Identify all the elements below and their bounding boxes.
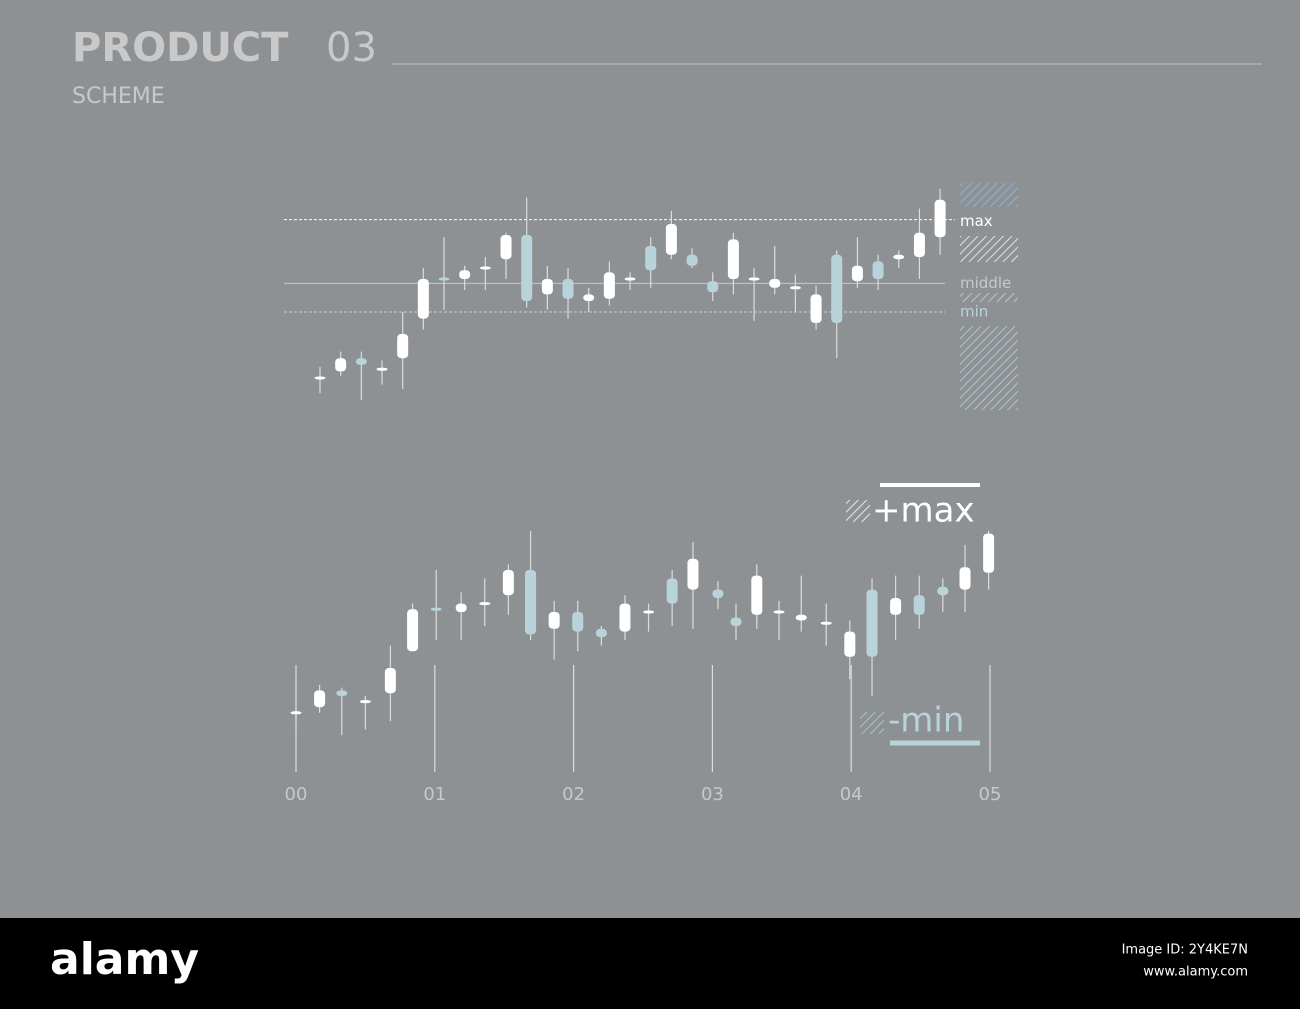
candle-body <box>645 246 657 271</box>
hatch-box <box>846 500 870 522</box>
candle-body <box>314 376 326 380</box>
candle-body <box>730 617 742 626</box>
candle-body <box>525 570 537 635</box>
footer-url: www.alamy.com <box>1143 965 1248 980</box>
candle-body <box>521 235 533 301</box>
reference-label: min <box>960 303 988 321</box>
candle-body <box>336 690 348 696</box>
candle-body <box>562 279 574 299</box>
candle-body <box>359 700 371 704</box>
candle-body <box>417 279 429 319</box>
candle-body <box>666 578 678 604</box>
candle-body <box>712 589 724 598</box>
reference-label: middle <box>960 274 1011 292</box>
candle-body <box>624 277 636 281</box>
candle-body <box>934 199 946 238</box>
candle-body <box>769 279 781 288</box>
candle-body <box>397 334 409 359</box>
x-tick-label: 00 <box>285 784 308 805</box>
annotation: -min <box>888 701 964 741</box>
candle-body <box>687 558 699 590</box>
candle-body <box>459 270 471 279</box>
candle-body <box>959 567 971 590</box>
candle-body <box>727 239 739 279</box>
annotation: +max <box>872 491 975 531</box>
candle-body <box>937 586 949 596</box>
candle-body <box>983 533 995 573</box>
candle-body <box>376 367 388 371</box>
candle-body <box>619 603 631 632</box>
candle-body <box>707 281 719 293</box>
footer-id: Image ID: 2Y4KE7N <box>1122 943 1248 958</box>
footer-band <box>0 918 1300 1009</box>
hatch-box <box>960 183 1018 207</box>
x-tick-label: 04 <box>840 784 863 805</box>
candle-body <box>430 607 442 611</box>
candle-body <box>913 595 925 615</box>
candle-body <box>751 575 763 615</box>
subtitle: SCHEME <box>72 84 165 109</box>
candle-body <box>810 294 822 323</box>
candle-body <box>820 621 832 625</box>
candle-body <box>665 224 677 255</box>
candle-body <box>572 612 584 632</box>
candle-body <box>541 279 553 295</box>
candle-body <box>500 235 512 260</box>
x-tick-label: 01 <box>423 784 446 805</box>
candle-body <box>890 598 902 615</box>
x-tick-label: 05 <box>979 784 1002 805</box>
candle-body <box>866 589 878 657</box>
title: PRODUCT <box>72 25 289 71</box>
hatch-box <box>960 236 1018 262</box>
candle-body <box>407 609 419 652</box>
x-tick-label: 02 <box>562 784 585 805</box>
x-tick-label: 03 <box>701 784 724 805</box>
candle-body <box>335 358 347 372</box>
candle-body <box>355 358 367 365</box>
candle-body <box>595 628 607 638</box>
candle-body <box>773 610 785 614</box>
candle-body <box>851 265 863 282</box>
candle-body <box>314 690 326 708</box>
candle-body <box>872 261 884 279</box>
background <box>0 0 1300 918</box>
title-number: 03 <box>326 25 377 71</box>
candle-body <box>479 602 491 606</box>
candle-body <box>583 294 595 301</box>
candle-body <box>893 254 905 260</box>
hatch-box <box>860 712 884 734</box>
candle-body <box>290 711 302 715</box>
hatch-box <box>960 326 1018 410</box>
candle-body <box>844 631 856 657</box>
candle-body <box>438 277 450 281</box>
candle-body <box>795 614 807 621</box>
footer-brand: alamy <box>50 934 199 985</box>
candle-body <box>748 277 760 281</box>
candle-body <box>913 232 925 257</box>
candle-body <box>479 266 491 270</box>
candle-body <box>455 603 467 612</box>
candle-body <box>831 254 843 323</box>
candle-body <box>502 570 514 596</box>
candle-body <box>603 272 615 299</box>
hatch-box <box>960 293 1018 302</box>
candle-body <box>789 286 801 290</box>
candle-body <box>384 668 396 694</box>
candle-body <box>686 254 698 266</box>
candle-body <box>548 612 560 629</box>
candle-body <box>643 610 655 614</box>
reference-label: max <box>960 212 993 230</box>
